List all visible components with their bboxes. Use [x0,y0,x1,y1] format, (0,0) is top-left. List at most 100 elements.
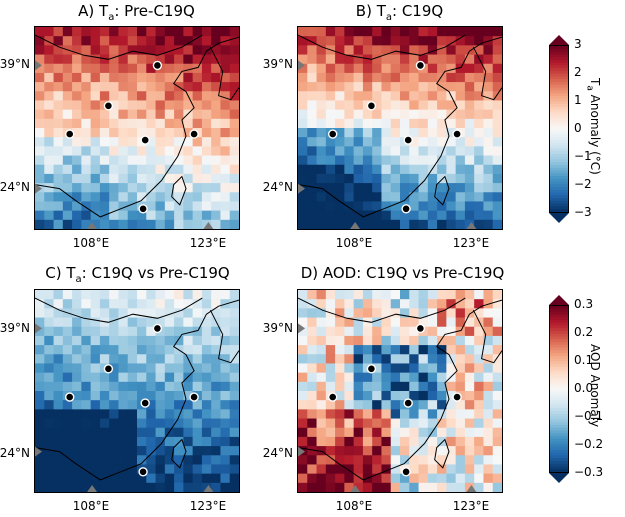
heatmap-cell [146,63,157,74]
heatmap-cell [483,72,494,83]
heatmap-cell [353,72,364,83]
heatmap-cell [353,391,364,401]
heatmap-cell [109,482,120,492]
heatmap-cell [483,91,494,102]
heatmap-cell [400,82,410,92]
heatmap-cell [201,155,212,166]
coastline [209,309,239,364]
colorbar-tick-label: 2 [574,65,582,79]
colorbar-segment [550,452,568,456]
heatmap-cell [372,354,383,365]
heatmap-cell [192,192,203,203]
heatmap-cell [381,128,392,138]
heatmap-cell [409,326,420,337]
heatmap-cell [335,427,345,438]
heatmap-cell [344,473,355,484]
heatmap-cell [335,400,345,410]
heatmap-cell [325,183,336,193]
heatmap-cell [418,418,429,429]
heatmap-cell [146,482,157,492]
heatmap-cell [353,409,364,420]
heatmap-cell [90,372,101,383]
heatmap-cell [99,155,110,166]
heatmap-cell [201,409,212,420]
heatmap-cell [344,400,355,410]
heatmap-cell [137,128,147,138]
heatmap-cell [464,335,475,346]
heatmap-cell [455,308,466,319]
colorbar-segment [550,383,568,387]
heatmap-cell [183,299,194,309]
heatmap-cell [35,146,45,157]
heatmap-cell [183,290,194,300]
heatmap-cell [427,54,438,65]
heatmap-cell [211,308,222,319]
heatmap-cell [492,335,502,346]
lon-tick-marker [466,222,477,229]
heatmap-cell [137,363,147,374]
heatmap-cell [44,482,55,492]
heatmap-cell [192,146,203,157]
heatmap-cell [35,363,45,374]
heatmap-cell [316,45,327,56]
heatmap-cell [99,192,110,203]
heatmap-cell [201,192,212,203]
colorbar-segment [550,416,568,420]
heatmap-cell [72,210,82,221]
heatmap-cell [62,219,73,229]
heatmap-cell [390,299,401,309]
heatmap-cell [409,372,420,383]
colorbar-segment [550,366,568,371]
heatmap-cell [492,36,502,46]
heatmap-cell [418,427,429,438]
heatmap-cell [344,455,355,466]
colorbar-segment [550,145,568,149]
heatmap-cell [174,372,184,383]
heatmap-cell [446,473,457,484]
heatmap-cell [90,299,101,309]
heatmap-cell [90,192,101,203]
heatmap-cell [335,45,345,56]
heatmap-cell [183,446,194,456]
heatmap-cell [118,27,129,37]
heatmap-cell [427,482,438,492]
heatmap-cell [390,128,401,138]
heatmap-cell [298,335,308,346]
heatmap-cell [127,63,138,74]
heatmap-cell [229,72,239,83]
heatmap-cell [220,335,231,346]
colorbar-aod-label: AOD Anomaly [588,344,602,428]
heatmap-cell [183,391,194,401]
heatmap-cell [192,137,203,147]
panel-b-ylabel-39n: 39°N [262,57,293,71]
heatmap-cell [90,146,101,157]
heatmap-cell [390,91,401,102]
heatmap-cell [446,308,457,319]
heatmap-cell [353,54,364,65]
heatmap-cell [118,118,129,129]
heatmap-cell [174,63,184,74]
heatmap-cell [344,354,355,365]
heatmap-cell [446,391,457,401]
heatmap-cell [220,173,231,184]
colorbar-segment [550,458,568,462]
heatmap-cell [155,391,166,401]
heatmap-cell [164,100,175,111]
heatmap-cell [298,63,308,74]
heatmap-cell [325,201,336,212]
heatmap-cell [307,72,318,83]
heatmap-cell [372,201,383,212]
heatmap-cell [211,137,222,147]
heatmap-cell [44,464,55,475]
heatmap-cell [464,455,475,466]
heatmap-cell [325,345,336,355]
heatmap-cell [455,36,466,46]
heatmap-cell [192,436,203,447]
heatmap-cell [316,36,327,46]
heatmap-cell [455,27,466,37]
heatmap-cell [146,427,157,438]
city-marker [403,135,413,145]
heatmap-cell [446,219,457,229]
heatmap-cell [174,54,184,65]
heatmap-cell [335,27,345,37]
